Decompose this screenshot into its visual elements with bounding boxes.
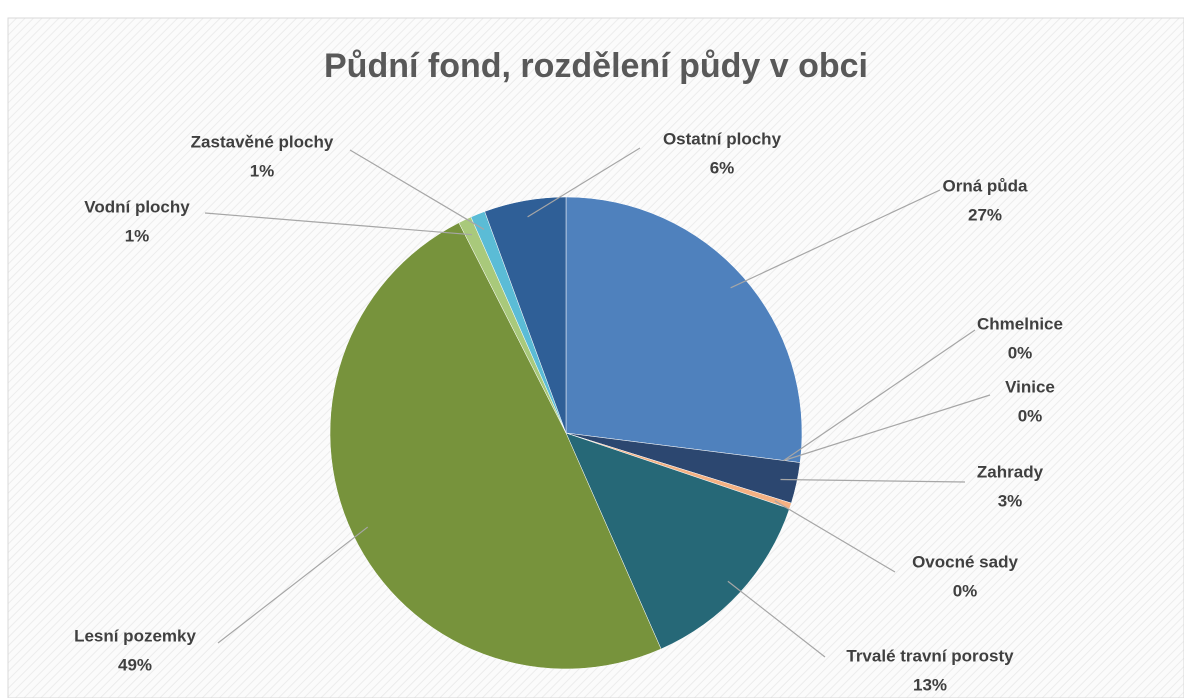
value-label: 13%: [913, 675, 947, 694]
leader-line: [730, 189, 941, 289]
leader-line: [204, 212, 472, 236]
category-label: Lesní pozemky: [74, 626, 196, 645]
pie-slice: [329, 222, 662, 670]
value-label: 1%: [250, 161, 275, 180]
category-label: Zahrady: [977, 462, 1044, 481]
leader-line: [774, 500, 896, 573]
pie-slice: [484, 196, 567, 434]
category-label: Orná půda: [942, 176, 1028, 195]
pie-slice: [565, 196, 803, 463]
value-label: 0%: [953, 581, 978, 600]
category-label: Trvalé travní porosty: [846, 646, 1014, 665]
leader-line: [217, 526, 369, 644]
leader-line: [727, 580, 826, 658]
value-label: 6%: [710, 158, 735, 177]
category-label: Chmelnice: [977, 314, 1063, 333]
chart-title: Půdní fond, rozdělení půdy v obci: [324, 47, 868, 85]
leader-line: [527, 147, 641, 218]
category-label: Vodní plochy: [84, 197, 190, 216]
value-label: 0%: [1008, 343, 1033, 362]
value-label: 27%: [968, 205, 1002, 224]
leader-line: [783, 394, 991, 462]
pie-slice: [565, 432, 790, 650]
value-label: 0%: [1018, 406, 1043, 425]
category-label: Zastavěné plochy: [191, 132, 334, 151]
leader-line: [349, 149, 485, 230]
leader-line: [783, 329, 976, 462]
category-label: Vinice: [1005, 377, 1055, 396]
category-label: Ovocné sady: [912, 552, 1018, 571]
value-label: 49%: [118, 655, 152, 674]
leader-line: [780, 478, 966, 483]
category-label: Ostatní plochy: [663, 129, 782, 148]
value-label: 1%: [125, 226, 150, 245]
value-label: 3%: [998, 491, 1023, 510]
